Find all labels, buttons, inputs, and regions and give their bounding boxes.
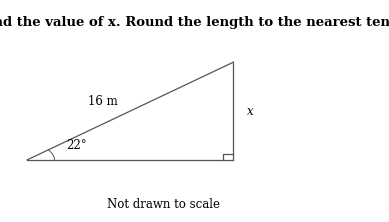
Text: Find the value of x. Round the length to the nearest tenth.: Find the value of x. Round the length to… — [0, 16, 389, 29]
Text: Not drawn to scale: Not drawn to scale — [107, 198, 220, 211]
Text: 16 m: 16 m — [88, 95, 118, 107]
Text: 22°: 22° — [66, 139, 87, 152]
Text: x: x — [247, 105, 254, 117]
